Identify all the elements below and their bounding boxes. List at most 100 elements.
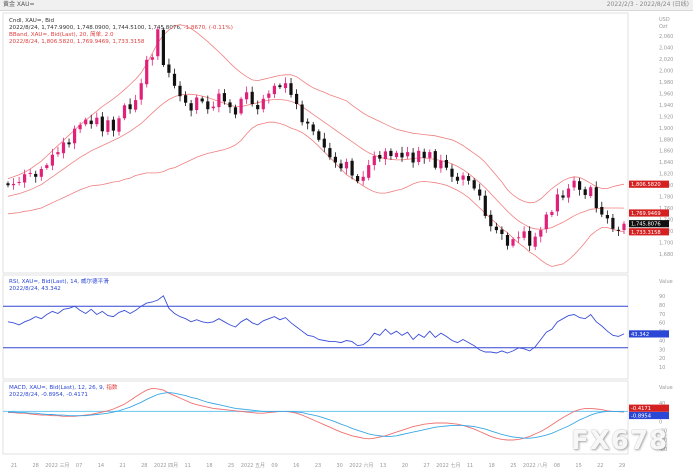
macd-value-tag-bg	[629, 404, 669, 412]
price-value-tag-text: 1,769.9469	[631, 211, 661, 217]
candle-body	[406, 152, 410, 157]
candle-body	[178, 85, 182, 97]
candle-body	[200, 98, 204, 102]
candle-body	[89, 120, 93, 125]
price-value-tag-text: 1,806.5820	[631, 182, 661, 188]
candle-body	[616, 229, 621, 231]
candle-body	[422, 151, 426, 158]
candle-body	[561, 195, 565, 198]
chart-area[interactable]: Cndl, XAU=, Bid 2022/8/24, 1,747.9900, 1…	[0, 11, 693, 476]
price-unit: USD	[659, 17, 670, 23]
price-value-tag-bg	[629, 220, 669, 228]
price-axis-tick: 1,700	[659, 241, 673, 247]
candle-body	[511, 239, 515, 246]
candle-body	[394, 152, 399, 158]
x-axis-tick: 30	[337, 463, 343, 469]
candle-body	[500, 229, 504, 234]
candle-body	[317, 131, 321, 140]
candle-body	[555, 194, 559, 212]
price-axis-tick: 2,020	[659, 57, 673, 63]
candle-body	[139, 83, 143, 100]
candle-body	[472, 180, 476, 189]
bband-lower-line	[7, 121, 625, 267]
candle-body	[467, 176, 471, 181]
x-axis-tick: 2022 三月	[45, 463, 69, 469]
price-unit2: Ozt	[659, 24, 668, 30]
price-value-tag-bg	[629, 209, 669, 217]
candle-body	[383, 151, 387, 160]
window-title: 黄金 XAU=	[3, 1, 35, 8]
candle-body	[261, 98, 265, 110]
macd-panel-frame	[2, 380, 629, 455]
candle-body	[50, 154, 54, 166]
macd-info-line1: MACD, XAU=, Bid(Last), 12, 26, 9, 指数	[9, 383, 118, 391]
x-axis-tick: 25	[228, 463, 234, 469]
rsi-axis-tick: 30	[659, 347, 665, 353]
candle-body	[328, 148, 332, 158]
x-axis-tick: 09	[271, 463, 277, 469]
candle-body	[566, 188, 571, 198]
candle-body	[339, 163, 343, 169]
candle-body	[400, 152, 404, 158]
signal-value-tag-text: -0.8954	[631, 414, 652, 420]
price-axis-tick: 1,840	[659, 160, 673, 166]
candle-body	[78, 124, 82, 130]
candle-body	[111, 119, 115, 131]
x-axis-tick: 21	[11, 463, 17, 469]
signal-value-tag: -0.8954	[629, 411, 669, 420]
candle-body	[128, 104, 132, 110]
candle-body	[106, 120, 110, 132]
x-axis-tick: 2022 四月	[154, 463, 178, 469]
candle-body	[372, 156, 376, 166]
rsi-axis-tick: 80	[659, 303, 665, 309]
macd-unit: Value	[659, 385, 673, 391]
price-axis-tick: 1,900	[659, 126, 673, 132]
value-tags: 1,806.5820 1,769.9469 1,745.8076 1,733.3158…	[629, 180, 669, 420]
candle-body	[189, 103, 193, 111]
candle-body	[444, 160, 448, 168]
macd-axis-tick: -40	[659, 438, 667, 444]
price-axis-tick: 1,980	[659, 80, 673, 86]
x-axis-tick: 2022 六月	[349, 462, 373, 469]
candle-body	[289, 83, 293, 95]
macd-macd-line	[8, 387, 625, 441]
rsi-value-tag-bg	[629, 330, 669, 338]
candle-body	[256, 105, 260, 110]
macd-axis-tick: 40	[659, 401, 665, 407]
candle-body	[150, 57, 154, 60]
candle-body	[167, 64, 171, 73]
x-axis-tick: 25	[510, 463, 516, 469]
bband-upper-line	[7, 24, 625, 204]
macd-signal-line	[8, 392, 625, 439]
price-axis-tick: 1,760	[659, 206, 673, 212]
rsi-panel-frame	[2, 274, 629, 380]
candle-body	[100, 116, 104, 132]
price-value-tag: 1,769.9469	[629, 209, 669, 217]
rsi-plot	[3, 295, 628, 354]
x-axis-tick: 14	[98, 463, 104, 469]
candle-body	[56, 152, 60, 155]
candle-body	[583, 189, 587, 195]
candle-body	[622, 223, 626, 231]
rsi-axis-tick: 10	[659, 365, 665, 371]
candle-body	[378, 155, 382, 159]
candle-body	[439, 160, 443, 169]
price-value-tag: 1,806.5820	[629, 180, 669, 188]
price-value-tag-bg	[629, 228, 669, 236]
price-axis-tick: 1,680	[659, 252, 673, 258]
price-change: -1.8670, (-0.11%)	[184, 25, 233, 31]
x-axis-tick: 11	[467, 463, 473, 469]
candle-body	[611, 217, 615, 229]
candle-body	[361, 176, 365, 181]
candle-body	[344, 161, 349, 169]
candle-body	[433, 151, 437, 168]
price-value-tag-bg	[629, 180, 669, 188]
x-axis-tick: 2022 八月	[523, 463, 547, 469]
candle-body	[195, 97, 199, 110]
x-axis-tick: 07	[76, 463, 82, 469]
fx678-watermark: FX678	[571, 426, 669, 456]
price-axis-tick: 1,860	[659, 149, 673, 155]
macd-axis-tick: -60	[659, 447, 667, 453]
macd-value-tag-text: -0.4171	[631, 406, 651, 412]
macd-value-tag: -0.4171	[629, 404, 669, 412]
